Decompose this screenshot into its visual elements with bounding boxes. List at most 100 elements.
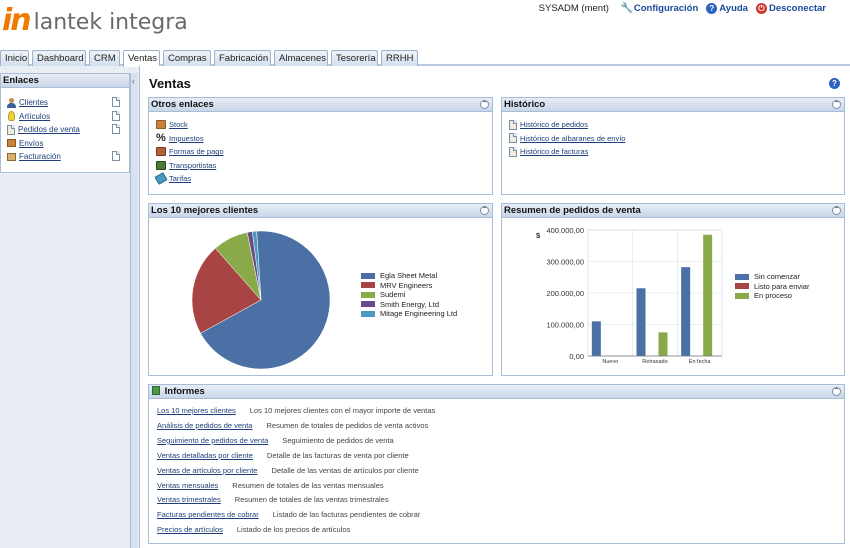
tab-crm[interactable]: CRM: [89, 50, 120, 66]
new-document-icon[interactable]: [112, 124, 120, 134]
logo-mark: in: [2, 3, 32, 38]
collapse-icon[interactable]: ⌃: [832, 100, 841, 109]
report-description: Listado de los precios de artículos: [236, 525, 351, 535]
tab-compras[interactable]: Compras: [163, 50, 211, 66]
tab-rrhh[interactable]: RRHH: [381, 50, 418, 66]
report-link[interactable]: Ventas de artículos por cliente: [157, 465, 258, 475]
tag-icon: [154, 172, 168, 186]
link-formas-pago[interactable]: Formas de pago: [169, 147, 224, 157]
sidebar-item-clientes: Clientes: [7, 96, 129, 110]
stock-icon: [156, 120, 166, 130]
sidebar-link-clientes[interactable]: Clientes: [19, 98, 48, 108]
historico-title-text: Histórico: [504, 99, 546, 110]
help-link[interactable]: ? Ayuda: [706, 3, 748, 14]
sidebar-item-envios: Envíos: [7, 137, 129, 151]
tab-fabricacion[interactable]: Fabricación: [214, 50, 271, 66]
collapse-icon[interactable]: ⌃: [832, 387, 841, 396]
informes-panel: Informes ⌃ Los 10 mejores clientes Los 10…: [148, 384, 845, 544]
list-item: Histórico de albaranes de envío: [509, 132, 844, 146]
report-row: Ventas trimestrales Resumen de totales de…: [157, 495, 389, 504]
sidebar-item-pedidos: Pedidos de venta: [7, 123, 129, 137]
report-row: Los 10 mejores clientes Los 10 mejores cl…: [157, 406, 435, 415]
report-link[interactable]: Seguimiento de pedidos de venta: [157, 435, 269, 445]
user-area: SYSADM (ment) 🔧 Configuración ? Ayuda ⏻ …: [539, 3, 826, 14]
sidebar-item-articulos: Artículos: [7, 110, 129, 124]
sidebar-link-articulos[interactable]: Artículos: [19, 111, 51, 121]
tab-inicio[interactable]: Inicio: [0, 50, 29, 66]
new-document-icon[interactable]: [112, 151, 120, 161]
help-icon[interactable]: ?: [829, 78, 840, 89]
link-transportistas[interactable]: Transportistas: [169, 160, 217, 170]
link-tarifas[interactable]: Tarifas: [169, 174, 192, 184]
config-link[interactable]: 🔧 Configuración: [621, 3, 698, 14]
link-stock[interactable]: Stock: [169, 120, 188, 130]
y-tick-label: 100.000,00: [546, 321, 584, 330]
tab-tesoreria[interactable]: Tesorería: [331, 50, 378, 66]
percent-icon: %: [156, 132, 166, 145]
report-row: Ventas detalladas por cliente Detalle de …: [157, 451, 409, 460]
history-document-icon: [509, 133, 517, 144]
bar: [703, 234, 713, 356]
help-label: Ayuda: [719, 3, 748, 14]
pie-slice: [191, 247, 262, 334]
list-item: Tarifas: [154, 172, 492, 186]
report-description: Seguimiento de pedidos de venta: [282, 435, 394, 445]
new-document-icon[interactable]: [112, 97, 120, 107]
tab-ventas[interactable]: Ventas: [123, 50, 160, 67]
module-tabs: Inicio Dashboard CRM Ventas Compras Fabr…: [0, 48, 850, 67]
legend-label: Sudemi: [380, 290, 406, 300]
collapse-icon[interactable]: ⌃: [480, 206, 489, 215]
lightbulb-icon: [8, 111, 15, 122]
report-link[interactable]: Los 10 mejores clientes: [157, 406, 236, 415]
informes-title: Informes ⌃: [149, 385, 844, 399]
tab-dashboard[interactable]: Dashboard: [32, 50, 86, 66]
sidebar-splitter[interactable]: ‹: [130, 73, 138, 548]
report-description: Resumen de totales de pedidos de venta a…: [266, 420, 429, 430]
list-item: Transportistas: [156, 159, 492, 173]
box-icon: [7, 139, 16, 148]
y-tick-label: 400.000,00: [546, 226, 584, 235]
sidebar-link-envios[interactable]: Envíos: [19, 138, 44, 148]
report-row: Análisis de pedidos de venta Resumen de t…: [157, 421, 428, 430]
link-historico-albaranes[interactable]: Histórico de albaranes de envío: [520, 133, 626, 143]
legend-swatch: [735, 283, 749, 290]
report-link[interactable]: Ventas trimestrales: [157, 495, 221, 505]
legend-swatch: [735, 273, 749, 280]
person-icon: [7, 97, 16, 108]
report-description: Listado de las facturas pendientes de co…: [272, 510, 421, 520]
report-link[interactable]: Precios de artículos: [157, 525, 223, 535]
report-link[interactable]: Análisis de pedidos de venta: [157, 420, 253, 430]
list-item: Stock: [156, 118, 492, 132]
report-link[interactable]: Ventas mensuales: [157, 480, 219, 490]
top-clients-panel: Los 10 mejores clientes ⌃ Egla Sheet Met…: [148, 203, 493, 376]
bar-legend: Sin comenzar Listo para enviar En proceso: [735, 272, 809, 301]
legend-entry: En proceso: [735, 291, 809, 301]
link-historico-pedidos[interactable]: Histórico de pedidos: [520, 120, 588, 130]
report-row: Precios de artículos Listado de los preci…: [157, 525, 350, 534]
y-tick-label: 0,00: [569, 352, 584, 361]
app-header: in lantek integra SYSADM (ment) 🔧 Config…: [0, 0, 850, 48]
report-link[interactable]: Facturas pendientes de cobrar: [157, 510, 259, 520]
legend-swatch: [361, 282, 375, 289]
lantek-logo: in lantek integra: [2, 6, 188, 36]
otros-enlaces-title-text: Otros enlaces: [151, 99, 214, 110]
bar: [591, 321, 601, 356]
power-icon: ⏻: [755, 3, 767, 14]
pie-legend: Egla Sheet Metal MRV Engineers Sudemi Smith…: [361, 271, 457, 319]
history-document-icon: [509, 119, 517, 130]
sidebar-link-facturacion[interactable]: Facturación: [19, 152, 61, 162]
report-link[interactable]: Ventas detalladas por cliente: [157, 450, 253, 460]
collapse-icon[interactable]: ⌃: [832, 206, 841, 215]
collapse-icon[interactable]: ⌃: [480, 100, 489, 109]
legend-label: Sin comenzar: [754, 272, 800, 282]
new-document-icon[interactable]: [112, 110, 120, 121]
page-title: Ventas: [149, 76, 191, 91]
pie-slice: [200, 230, 331, 370]
sidebar-link-pedidos[interactable]: Pedidos de venta: [18, 125, 80, 135]
collapse-arrow-icon[interactable]: ‹: [132, 77, 135, 86]
tab-almacenes[interactable]: Almacenes: [274, 50, 328, 66]
link-historico-facturas[interactable]: Histórico de facturas: [520, 147, 589, 157]
report-description: Detalle de las ventas de artículos por c…: [271, 465, 419, 475]
logout-link[interactable]: ⏻ Desconectar: [755, 3, 826, 14]
link-impuestos[interactable]: Impuestos: [169, 133, 204, 143]
